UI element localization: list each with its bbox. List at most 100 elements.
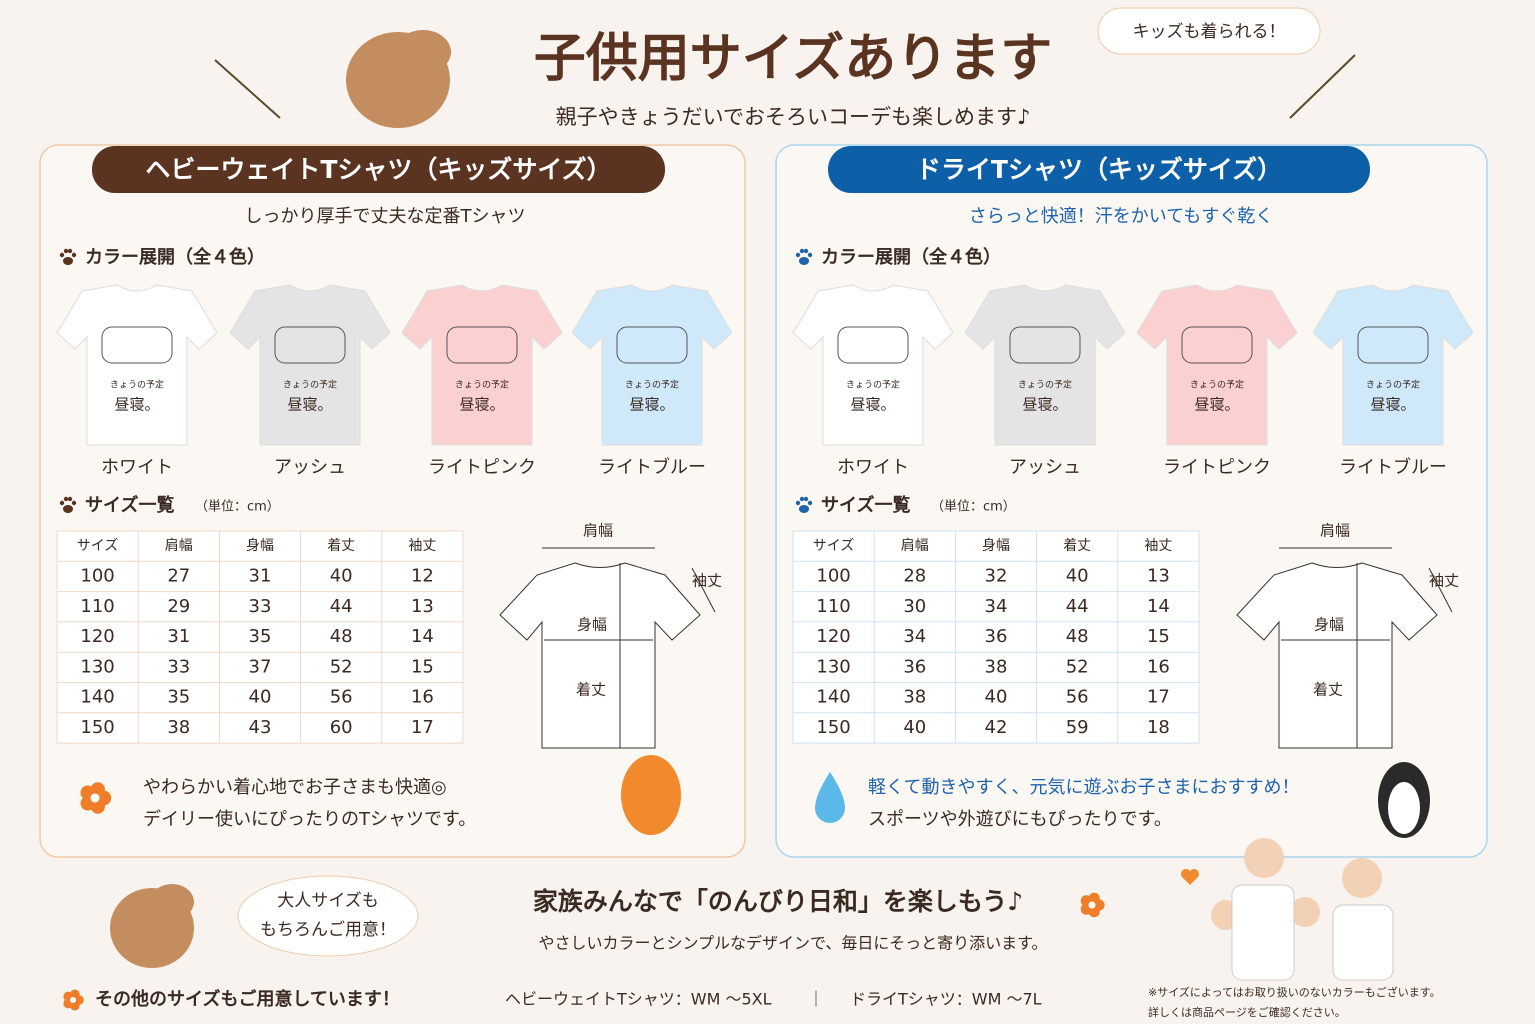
panel-title: ドライTシャツ（キッズサイズ） <box>916 155 1282 184</box>
paw-icon <box>803 496 809 502</box>
family-illustration <box>1290 897 1320 927</box>
paw-icon <box>59 500 65 506</box>
diagram-label: 肩幅 <box>1320 522 1350 540</box>
unit-label: （単位：cm） <box>931 499 1016 515</box>
table-cell: 150 <box>80 717 114 738</box>
tshirt-print-art <box>274 326 346 364</box>
paw-icon <box>59 252 65 258</box>
table-header: 身幅 <box>246 538 274 554</box>
size-range: ドライTシャツ：WM ～7L <box>850 990 1042 1009</box>
table-cell: 16 <box>411 687 434 708</box>
table-header: 肩幅 <box>165 538 193 554</box>
tshirt-print: きょうの予定 <box>455 379 509 391</box>
table-cell: 40 <box>249 687 272 708</box>
tshirt-print-art <box>1009 326 1081 364</box>
flower-icon <box>1088 892 1100 904</box>
tshirt-print: きょうの予定 <box>1366 379 1420 391</box>
table-header: 袖丈 <box>408 538 436 554</box>
table-cell: 48 <box>330 626 353 647</box>
tshirt-print: きょうの予定 <box>283 379 337 391</box>
penguin-illustration <box>1388 782 1420 834</box>
paw-icon <box>67 248 73 254</box>
tshirt-print: 昼寝。 <box>459 396 504 414</box>
table-cell: 36 <box>903 656 926 677</box>
tshirt-swatch <box>1136 284 1298 446</box>
table-cell: 40 <box>985 687 1008 708</box>
speech-bubble <box>237 875 419 957</box>
panel-header <box>828 146 1370 193</box>
table-cell: 27 <box>167 565 190 586</box>
table-cell: 60 <box>330 717 353 738</box>
table-cell: 30 <box>903 596 926 617</box>
paw-icon <box>71 252 77 258</box>
table-cell: 56 <box>330 687 353 708</box>
table-cell: 38 <box>903 687 926 708</box>
family-illustration <box>1342 858 1382 898</box>
bubble-text: キッズも着られる！ <box>1133 22 1286 42</box>
table-cell: 59 <box>1066 717 1089 738</box>
paw-icon <box>807 252 813 258</box>
shiba-illustration <box>621 755 681 835</box>
size-diagram <box>499 562 701 749</box>
table-header: 着丈 <box>327 538 355 554</box>
section-heading: サイズ一覧 <box>821 494 910 516</box>
color-name: ライトブルー <box>598 456 706 478</box>
table-cell: 44 <box>330 596 353 617</box>
table-cell: 120 <box>816 626 850 647</box>
paw-icon <box>799 505 809 513</box>
heart-icon <box>1181 869 1199 885</box>
flower-icon <box>70 989 80 1000</box>
table-header: 袖丈 <box>1144 538 1172 554</box>
flower-icon <box>90 793 100 803</box>
diagram-label: 身幅 <box>1314 616 1344 634</box>
tshirt-print-art <box>616 326 688 364</box>
color-name: アッシュ <box>1009 457 1081 478</box>
tshirt-print: きょうの予定 <box>1190 379 1244 391</box>
diagram-label: 身幅 <box>577 616 607 634</box>
footer-subtitle: やさしいカラーとシンプルなデザインで、毎日にそっと寄り添います。 <box>539 934 1048 953</box>
paw-icon <box>795 500 801 506</box>
paw-icon <box>795 252 801 258</box>
leaf-branch <box>214 54 1356 119</box>
table-cell: 12 <box>411 565 434 586</box>
tshirt-print: きょうの予定 <box>625 379 679 391</box>
paw-icon <box>63 248 69 254</box>
tshirt-swatch <box>401 284 563 446</box>
table-cell: 120 <box>80 626 114 647</box>
water-drop-icon <box>815 772 845 823</box>
table-cell: 14 <box>1147 596 1170 617</box>
section-heading: サイズ一覧 <box>85 494 174 516</box>
color-name: ライトピンク <box>428 457 536 478</box>
panel-title: ヘビーウェイトTシャツ（キッズサイズ） <box>145 155 611 184</box>
unit-label: （単位：cm） <box>195 499 280 515</box>
table-cell: 31 <box>167 626 190 647</box>
table-cell: 42 <box>985 717 1008 738</box>
table-header: サイズ <box>77 538 119 554</box>
color-name: ホワイト <box>101 457 173 478</box>
table-cell: 44 <box>1066 596 1089 617</box>
table-cell: 110 <box>80 596 114 617</box>
size-diagram <box>1236 562 1438 749</box>
panel-header <box>92 146 665 193</box>
diagram-label: 肩幅 <box>583 522 613 540</box>
tshirt-print: きょうの予定 <box>1018 379 1072 391</box>
footer-title: 家族みんなで「のんびり日和」を楽しもう♪ <box>533 887 1023 916</box>
paw-icon <box>63 257 73 265</box>
tshirt-swatch <box>1312 284 1474 446</box>
tshirt-print: 昼寝。 <box>629 396 674 414</box>
paw-icon <box>71 500 77 506</box>
panel-tagline: しっかり厚手で丈夫な定番Tシャツ <box>245 206 526 227</box>
table-header: 身幅 <box>982 538 1010 554</box>
table-cell: 140 <box>816 687 850 708</box>
table-cell: 28 <box>903 565 926 586</box>
measure-line <box>542 547 716 748</box>
tshirt-print-art <box>1357 326 1429 364</box>
paw-icon <box>67 496 73 502</box>
tshirt-print-art <box>446 326 518 364</box>
family-illustration <box>1244 838 1284 878</box>
color-name: アッシュ <box>274 457 346 478</box>
table-cell: 110 <box>816 596 850 617</box>
tshirt-swatch <box>964 284 1126 446</box>
table-header: サイズ <box>813 538 855 554</box>
